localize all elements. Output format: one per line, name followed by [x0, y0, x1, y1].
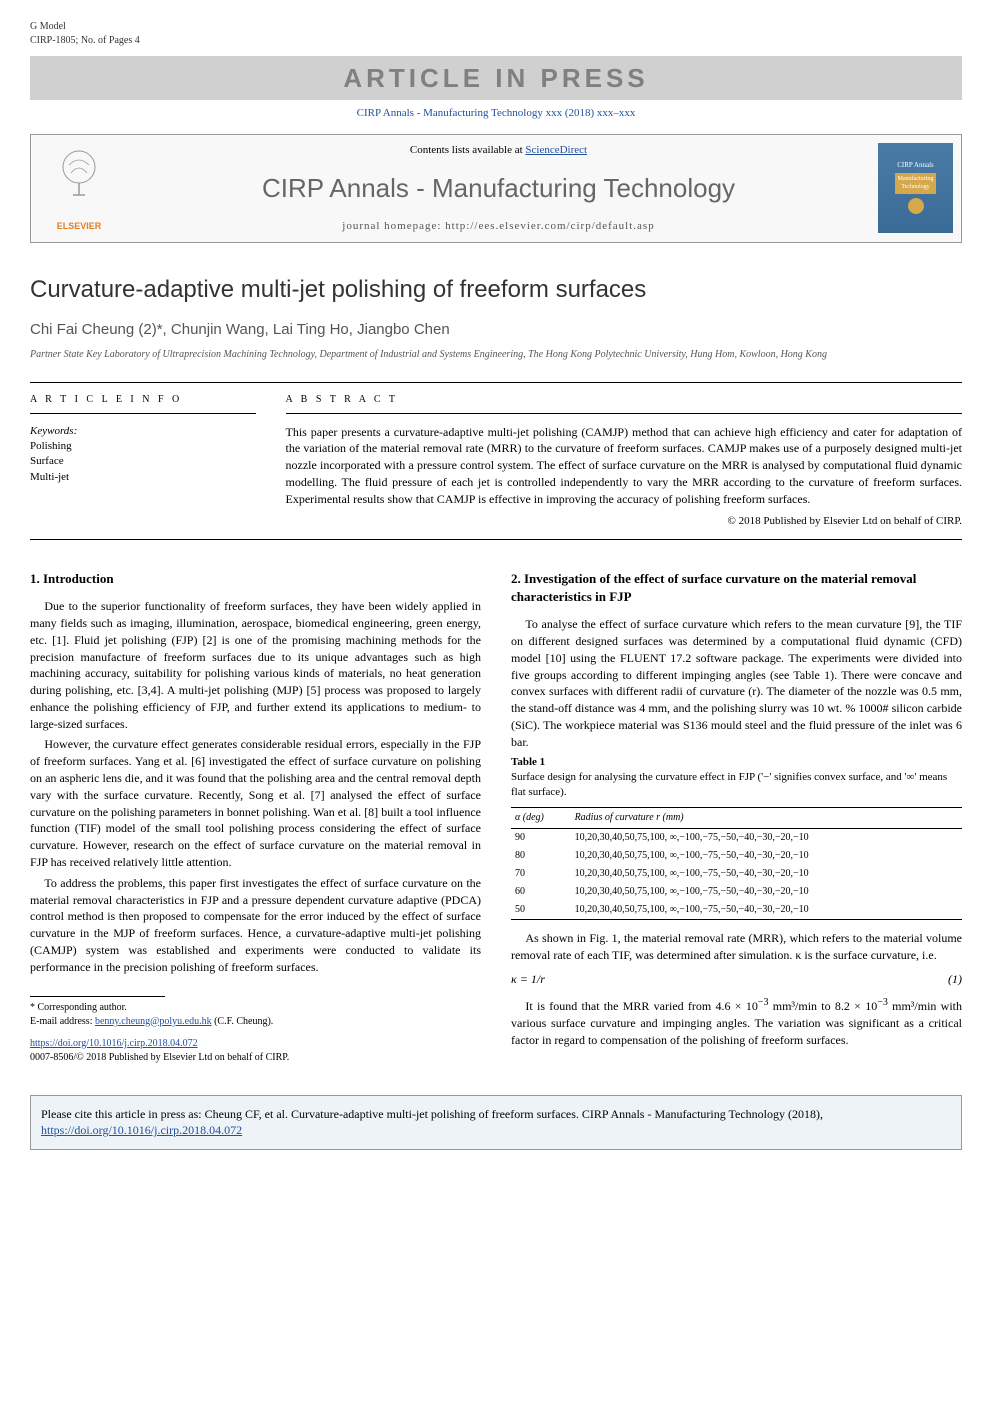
article-info: A R T I C L E I N F O Keywords: Polishin… — [30, 393, 256, 529]
email-suffix: (C.F. Cheung). — [212, 1016, 274, 1027]
table1-caption: Surface design for analysing the curvatu… — [511, 770, 962, 801]
eq1-num: (1) — [948, 971, 962, 988]
keyword-3: Multi-jet — [30, 470, 256, 485]
cover-title1: CIRP Annals — [897, 161, 934, 171]
elsevier-logo: ELSEVIER — [39, 143, 119, 233]
table-cell: 50 — [511, 901, 571, 920]
table1-label: Table 1 — [511, 755, 962, 770]
section1-p2: However, the curvature effect generates … — [30, 736, 481, 870]
p3-exp2: −3 — [877, 997, 888, 1008]
article-title: Curvature-adaptive multi-jet polishing o… — [30, 273, 962, 307]
elsevier-text: ELSEVIER — [57, 220, 102, 233]
table-row: 7010,20,30,40,50,75,100, ∞,−100,−75,−50,… — [511, 865, 962, 883]
journal-title: CIRP Annals - Manufacturing Technology — [131, 170, 866, 206]
cirp-logo-icon — [906, 196, 926, 216]
cirp-id: CIRP-1805; No. of Pages 4 — [30, 34, 140, 48]
doi-block: https://doi.org/10.1016/j.cirp.2018.04.0… — [30, 1037, 481, 1065]
p3-exp1: −3 — [758, 997, 769, 1008]
table-cell: 70 — [511, 865, 571, 883]
keyword-1: Polishing — [30, 439, 256, 454]
authors: Chi Fai Cheung (2)*, Chunjin Wang, Lai T… — [30, 319, 962, 340]
right-column: 2. Investigation of the effect of surfac… — [511, 570, 962, 1065]
abstract-copyright: © 2018 Published by Elsevier Ltd on beha… — [286, 514, 963, 529]
section1-p3: To address the problems, this paper firs… — [30, 875, 481, 976]
table1-col1: α (deg) — [511, 807, 571, 828]
divider — [30, 539, 962, 540]
table-cell: 90 — [511, 828, 571, 847]
journal-center: Contents lists available at ScienceDirec… — [131, 143, 866, 234]
cite-doi-link[interactable]: https://doi.org/10.1016/j.cirp.2018.04.0… — [41, 1123, 242, 1137]
doi-link[interactable]: https://doi.org/10.1016/j.cirp.2018.04.0… — [30, 1038, 198, 1049]
section1-p1: Due to the superior functionality of fre… — [30, 598, 481, 732]
keywords-label: Keywords: — [30, 424, 256, 439]
section2-p2: As shown in Fig. 1, the material removal… — [511, 930, 962, 964]
table-cell: 60 — [511, 883, 571, 901]
table-row: 9010,20,30,40,50,75,100, ∞,−100,−75,−50,… — [511, 828, 962, 847]
table-cell: 10,20,30,40,50,75,100, ∞,−100,−75,−50,−4… — [571, 883, 962, 901]
table1-col2: Radius of curvature r (mm) — [571, 807, 962, 828]
section2-p3: It is found that the MRR varied from 4.6… — [511, 996, 962, 1048]
journal-homepage: journal homepage: http://ees.elsevier.co… — [131, 219, 866, 234]
affiliation: Partner State Key Laboratory of Ultrapre… — [30, 348, 962, 362]
cover-title2: Manufacturing Technology — [895, 173, 935, 194]
p3-prefix: It is found that the MRR varied from 4.6… — [525, 999, 757, 1013]
two-column-body: 1. Introduction Due to the superior func… — [30, 570, 962, 1065]
article-info-heading: A R T I C L E I N F O — [30, 393, 256, 414]
info-abstract-row: A R T I C L E I N F O Keywords: Polishin… — [30, 382, 962, 529]
cite-text: Please cite this article in press as: Ch… — [41, 1107, 823, 1121]
cite-box: Please cite this article in press as: Ch… — [30, 1095, 962, 1151]
article-in-press-banner: ARTICLE IN PRESS — [30, 56, 962, 100]
journal-ref: CIRP Annals - Manufacturing Technology x… — [30, 106, 962, 121]
header-top: G Model CIRP-1805; No. of Pages 4 — [30, 20, 962, 48]
table1-label-text: Table 1 — [511, 756, 545, 768]
table-cell: 10,20,30,40,50,75,100, ∞,−100,−75,−50,−4… — [571, 847, 962, 865]
equation-1: κ = 1/r (1) — [511, 971, 962, 988]
gmodel-label: G Model — [30, 20, 140, 34]
keyword-2: Surface — [30, 454, 256, 469]
section1-heading: 1. Introduction — [30, 570, 481, 588]
section2-heading: 2. Investigation of the effect of surfac… — [511, 570, 962, 606]
table-cell: 10,20,30,40,50,75,100, ∞,−100,−75,−50,−4… — [571, 865, 962, 883]
footnote-separator — [30, 996, 165, 997]
abstract-text: This paper presents a curvature-adaptive… — [286, 424, 963, 508]
table-row: 6010,20,30,40,50,75,100, ∞,−100,−75,−50,… — [511, 883, 962, 901]
table-cell: 10,20,30,40,50,75,100, ∞,−100,−75,−50,−4… — [571, 901, 962, 920]
left-column: 1. Introduction Due to the superior func… — [30, 570, 481, 1065]
table-cell: 80 — [511, 847, 571, 865]
table-cell: 10,20,30,40,50,75,100, ∞,−100,−75,−50,−4… — [571, 828, 962, 847]
corresponding-author: * Corresponding author. — [30, 1001, 481, 1015]
contents-prefix: Contents lists available at — [410, 144, 525, 156]
p3-mid: mm³/min to 8.2 × 10 — [768, 999, 877, 1013]
elsevier-tree-icon — [49, 145, 109, 220]
section2-p1: To analyse the effect of surface curvatu… — [511, 616, 962, 750]
email-link[interactable]: benny.cheung@polyu.edu.hk — [95, 1016, 212, 1027]
table-row: 8010,20,30,40,50,75,100, ∞,−100,−75,−50,… — [511, 847, 962, 865]
email-line: E-mail address: benny.cheung@polyu.edu.h… — [30, 1015, 481, 1029]
issn-line: 0007-8506/© 2018 Published by Elsevier L… — [30, 1051, 481, 1065]
eq1-text: κ = 1/r — [511, 971, 545, 988]
abstract-heading: A B S T R A C T — [286, 393, 963, 414]
table-row: 5010,20,30,40,50,75,100, ∞,−100,−75,−50,… — [511, 901, 962, 920]
journal-header: ELSEVIER Contents lists available at Sci… — [30, 134, 962, 243]
journal-cover-thumb: CIRP Annals Manufacturing Technology — [878, 143, 953, 233]
table1: α (deg) Radius of curvature r (mm) 9010,… — [511, 807, 962, 920]
sciencedirect-link[interactable]: ScienceDirect — [525, 144, 587, 156]
contents-line: Contents lists available at ScienceDirec… — [131, 143, 866, 158]
abstract: A B S T R A C T This paper presents a cu… — [286, 393, 963, 529]
email-label: E-mail address: — [30, 1016, 95, 1027]
